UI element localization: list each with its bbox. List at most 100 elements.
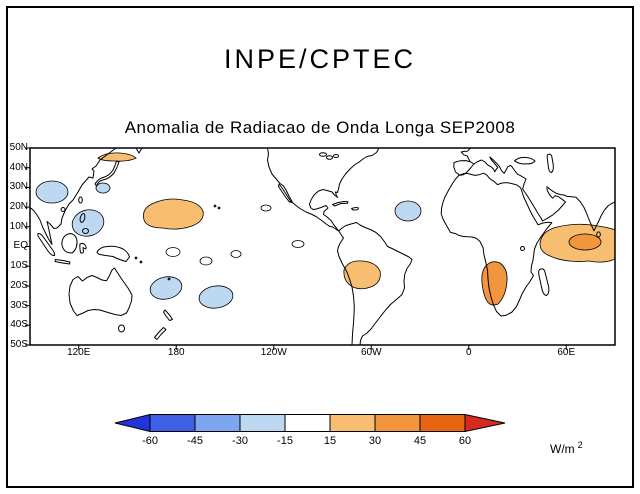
coastline-baja [278,183,292,203]
anomaly-negative-southwest-pacific-a [149,276,183,300]
lon-label-180: 180 [167,347,185,358]
world-map [25,147,616,350]
coastlines [29,147,616,346]
colorbar-tick-neg30: -30 [232,435,248,447]
coastline-great-lake-c [333,154,339,158]
coastline-hainan [60,207,66,212]
colorbar-tick-pos60: 60 [458,435,472,447]
colorbar-segment-pos15 [329,414,376,432]
lat-label-50s: 50S [10,339,28,350]
coastline-arabia [522,178,566,222]
lon-label-60w: 60W [360,347,382,358]
colorbar-tick-pos15: 15 [323,435,337,447]
unit-exponent: 2 [577,440,583,450]
coastline-africa [440,172,553,317]
contour-cell-dateline [165,247,181,257]
coastline-mindanao [82,228,89,234]
anomaly-positive-southern-africa [481,261,508,306]
contour-cell-south-pacific [199,256,213,266]
map-title: Anomalia de Radiacao de Onda Longa SEP20… [124,118,516,137]
coastline-asia [29,147,117,245]
page-title: INPE/CPTEC [223,44,417,74]
lat-label-20n: 20N [9,201,28,212]
coastline-sumatra [37,232,56,257]
lat-label-20s: 20S [10,280,28,291]
colorbar-arrow-low [114,413,151,433]
anomaly-negative-philippine-sea [71,209,105,237]
colorbar-segment-neg30 [239,414,286,432]
coastline-great-lake-b [326,155,333,160]
colorbar-tick-pos45: 45 [413,435,427,447]
coastline-black-sea [514,156,536,165]
coastline-java [54,259,71,265]
coastline-mediterranean-europe [473,156,527,180]
coastline-fiji [167,277,171,281]
coastline-cuba [332,201,349,207]
colorbar-segment-pos30 [374,414,421,432]
lon-label-60e: 60E [557,347,576,358]
colorbar-tick-neg60: -60 [142,435,158,447]
coastline-north-america-east [309,147,380,232]
coastline-kamchatka [135,147,143,154]
contour-outlines [165,204,305,266]
map-frame [29,147,616,346]
anomaly-negative-tropical-atlantic [394,200,422,222]
contour-cell-east-pacific [291,240,305,248]
colorbar-scale [114,413,506,433]
lon-label-0: 0 [465,347,472,358]
coastline-americas-west [267,147,355,346]
anomaly-shading [35,152,616,309]
colorbar-segment-pos45 [419,414,466,432]
colorbar-segment-neg45 [194,414,241,432]
colorbar-tick-pos30: 30 [368,435,382,447]
coastline-borneo [61,233,78,254]
coastline-lake-victoria [520,246,525,251]
coastline-caspian-sea [546,153,554,174]
coastline-australia [68,267,133,316]
colorbar-arrow-high [464,413,506,433]
coastline-sulawesi [79,242,87,254]
coastline-madagascar [538,268,550,296]
anomaly-positive-indian-ocean-core [568,233,602,251]
coastline-iberia [453,160,475,176]
colorbar-tick-neg45: -45 [187,435,203,447]
coastline-west-europe [460,147,471,162]
coastline-iran-india [546,186,616,232]
coastline-tasmania [118,324,125,333]
contour-cell-northeast-pacific [260,204,272,212]
coastline-great-lake-a [319,152,327,157]
colorbar-tick-neg15: -15 [277,435,293,447]
lat-label-40s: 40S [10,319,28,330]
anomaly-negative-southwest-pacific-b [198,285,234,309]
lat-label-10s: 10S [10,260,28,271]
coastline-luzon [79,213,86,223]
lat-label-30s: 30S [10,300,28,311]
lat-label-30n: 30N [9,181,28,192]
colorbar-unit: W/m 2 [550,440,583,456]
anomaly-positive-brazil [343,260,381,290]
coastline-japan [94,160,120,187]
lon-label-120w: 120W [260,347,287,358]
lat-label-eq: EQ [13,240,28,251]
anomaly-negative-east-of-japan [95,182,111,194]
coastline-sri-lanka [596,231,601,238]
colorbar-segment-neutral [284,414,331,432]
coastline-south-america-east [338,222,413,346]
lat-label-50n: 50N [9,142,28,153]
colorbar-segment-neg60 [149,414,196,432]
coastline-new-zealand-north [163,309,173,321]
axis-ticks [25,147,567,350]
coastline-solomons-a [134,256,138,260]
lat-label-40n: 40N [9,162,28,173]
coastline-new-guinea [96,245,130,262]
coastline-solomons-b [139,260,143,264]
coastline-hawaii-a [213,204,217,208]
lat-label-10n: 10N [9,221,28,232]
coastline-hawaii-b [217,206,221,210]
coastline-taiwan [78,196,83,204]
colorbar: -60 -45 -30 -15 15 30 45 60 [114,413,506,448]
anomaly-positive-west-pacific [143,198,204,230]
coastline-hispaniola [351,206,359,211]
coastline-new-zealand-south [154,327,167,340]
